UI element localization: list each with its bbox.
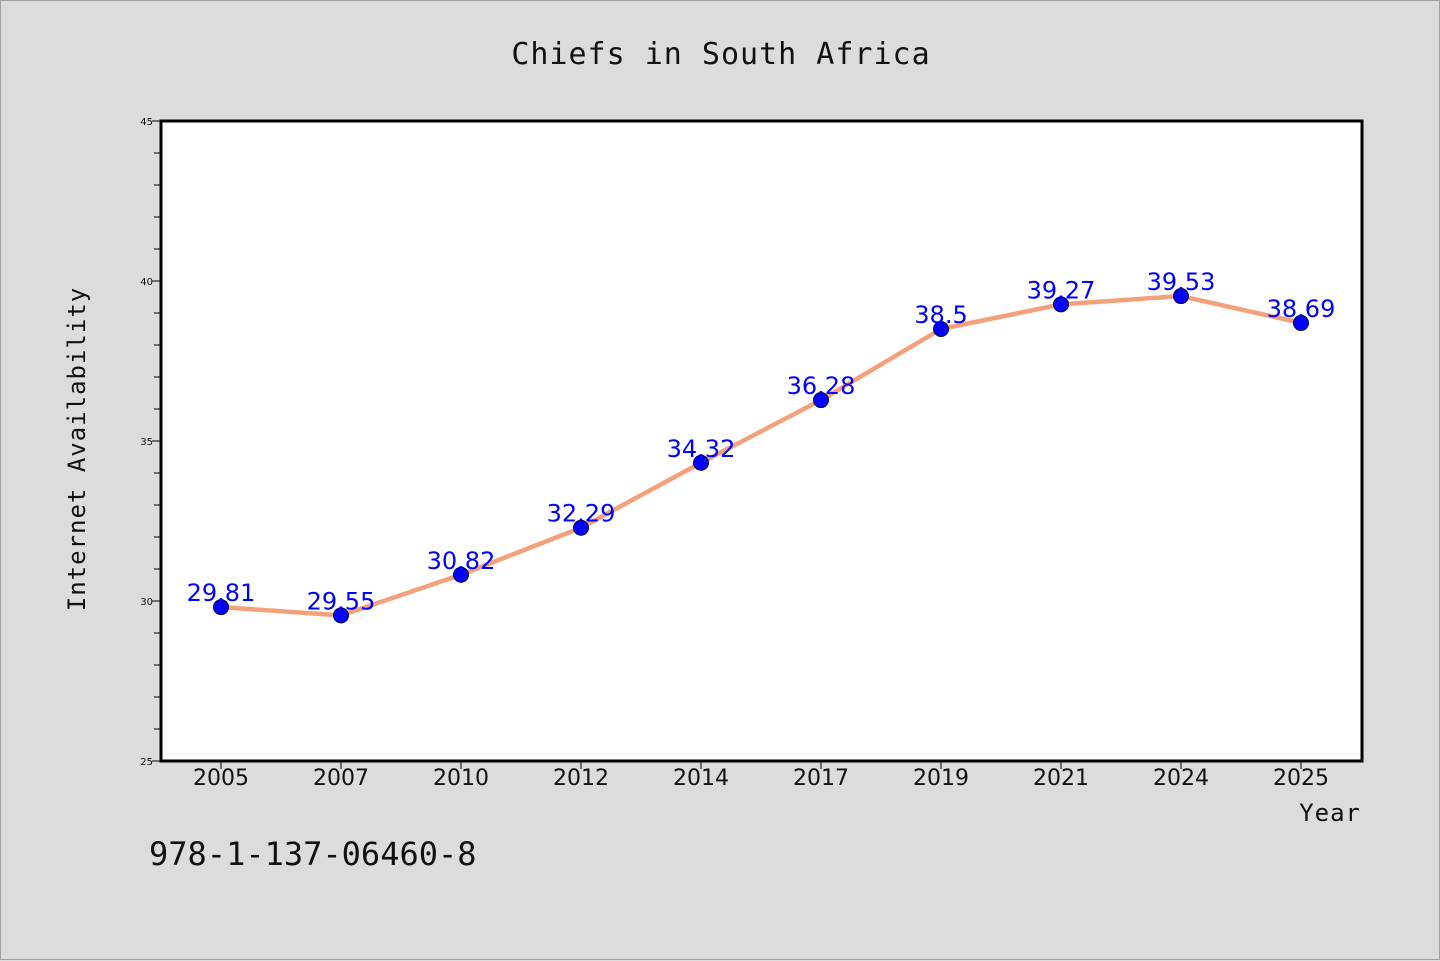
data-label: 38.69: [1267, 295, 1336, 323]
y-tick-label: 45: [140, 117, 153, 128]
x-tick-label: 2014: [673, 766, 729, 791]
x-axis-label: Year: [1299, 799, 1361, 827]
x-tick-label: 2010: [433, 766, 489, 791]
y-tick-label: 25: [140, 757, 153, 768]
x-axis: 2005 2007 2010 2012 2014 2017 2019 2021 2024 2025: [193, 761, 1329, 791]
plot-frame: [159, 119, 1364, 763]
data-point: [453, 566, 469, 583]
data-label: 38.5: [914, 301, 967, 329]
data-point: [1053, 296, 1069, 313]
series-line: [218, 293, 1304, 618]
x-tick-label: 2019: [913, 766, 969, 791]
data-label: 29.81: [187, 579, 256, 607]
x-tick-label: 2025: [1273, 766, 1329, 791]
data-point: [213, 599, 229, 616]
y-tick-label: 30: [140, 597, 153, 608]
data-label: 34.32: [667, 435, 736, 463]
series-layer: [213, 288, 1309, 624]
x-tick-label: 2005: [193, 766, 249, 791]
data-label: 36.28: [787, 372, 856, 400]
x-tick-label: 2012: [553, 766, 609, 791]
y-tick-label: 35: [140, 437, 153, 448]
data-point: [333, 607, 349, 624]
x-tick-label: 2017: [793, 766, 849, 791]
isbn-footnote: 978-1-137-06460-8: [149, 835, 477, 873]
data-label: 39.27: [1027, 276, 1096, 304]
y-axis-label: Internet Availability: [63, 287, 91, 611]
data-point: [1293, 314, 1309, 331]
y-axis: 25 30 35 40 45: [140, 117, 161, 768]
data-point: [573, 519, 589, 536]
data-point: [693, 454, 709, 471]
data-label: 29.55: [307, 587, 376, 615]
data-label: 39.53: [1147, 268, 1216, 296]
data-point: [813, 392, 829, 409]
y-tick-label: 40: [140, 277, 153, 288]
x-tick-label: 2024: [1153, 766, 1209, 791]
x-tick-label: 2021: [1033, 766, 1089, 791]
data-point: [1173, 288, 1189, 305]
data-labels-layer: 29.81 29.55 30.82 32.29 34.32 36.28 38.5 39.27 3…: [187, 268, 1336, 615]
chart-title: Chiefs in South Africa: [511, 37, 930, 72]
data-label: 32.29: [547, 500, 616, 528]
x-tick-label: 2007: [313, 766, 369, 791]
data-point: [933, 321, 949, 337]
data-label: 30.82: [427, 547, 496, 575]
plot-area: [161, 121, 1362, 761]
